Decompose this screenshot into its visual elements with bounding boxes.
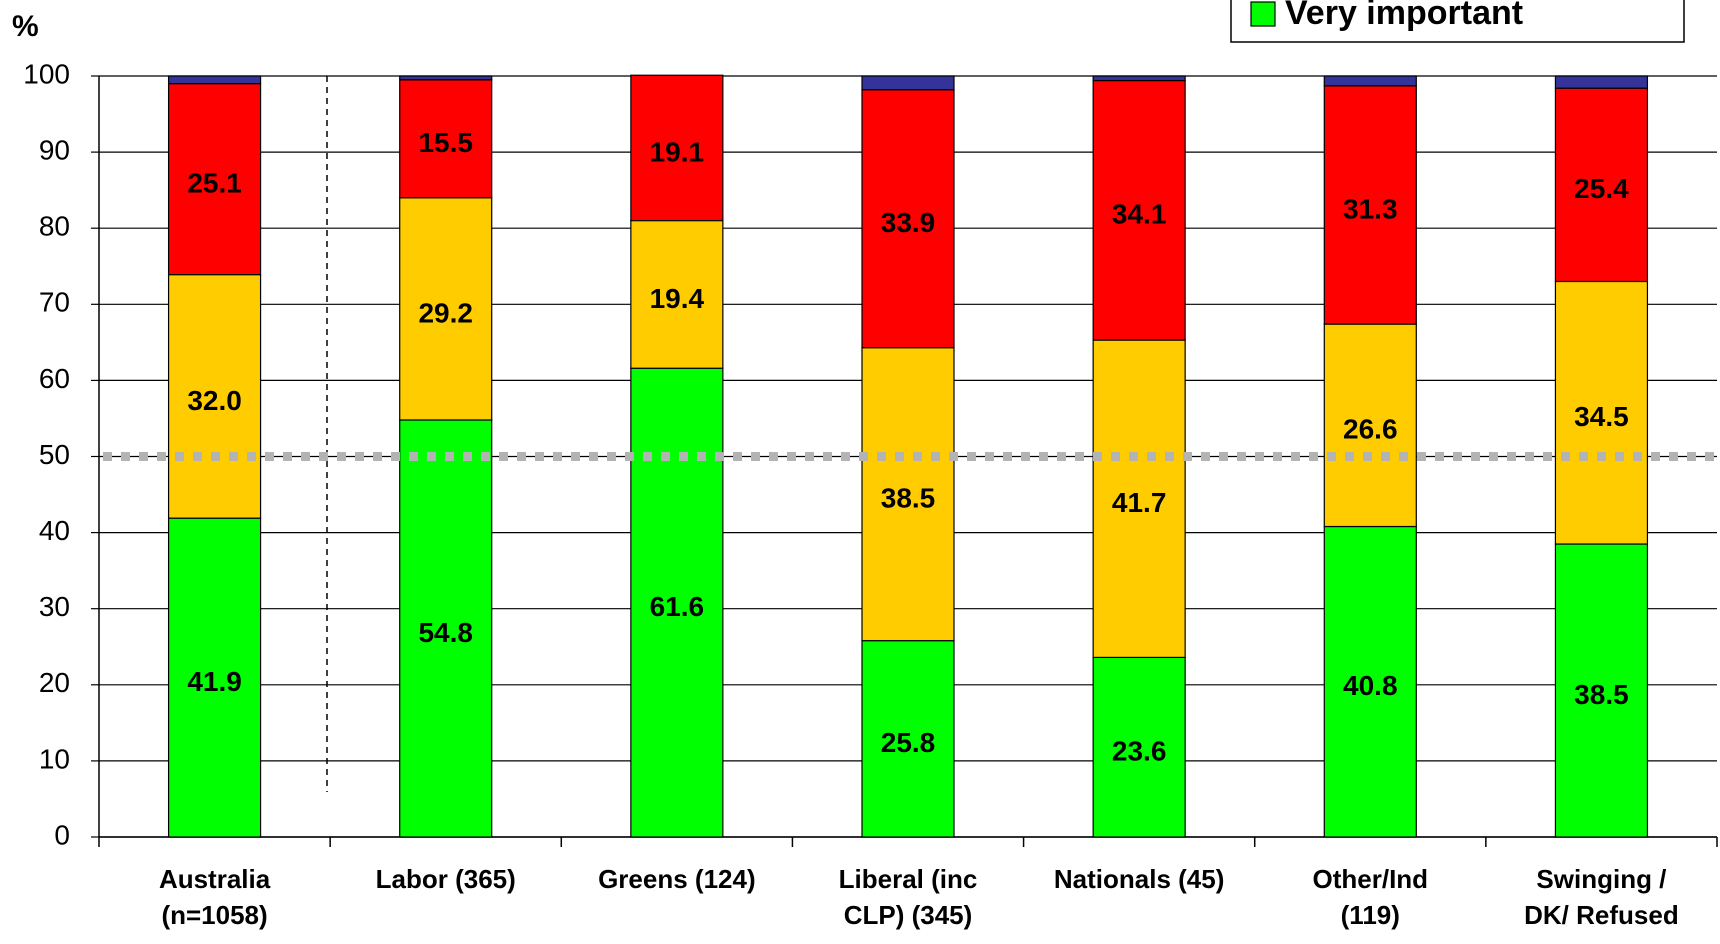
data-label: 31.3 (1343, 193, 1398, 224)
data-label: 61.6 (650, 591, 705, 622)
bar-segment (399, 197, 493, 421)
bar-segment (167, 75, 262, 85)
data-label: 34.1 (1112, 199, 1167, 230)
data-label: 23.6 (1112, 736, 1167, 767)
legend-label: Very important (1285, 0, 1523, 32)
data-label: 25.4 (1574, 173, 1629, 204)
data-label: 25.8 (881, 727, 936, 758)
x-tick-label-line: Greens (124) (598, 864, 756, 894)
x-tick-label: Labor (365) (376, 864, 516, 894)
x-tick-label: Nationals (45) (1054, 864, 1225, 894)
bar-segment (861, 75, 955, 91)
bar-segment (399, 79, 493, 199)
x-tick-label-line: Swinging / (1536, 864, 1666, 894)
data-label: 54.8 (418, 617, 473, 648)
y-tick-label: 60 (39, 363, 70, 394)
y-tick-label: 70 (39, 287, 70, 318)
x-tick-label-line: Australia (159, 864, 271, 894)
bar-segment (1092, 339, 1186, 659)
y-axis-label: % (12, 10, 39, 43)
y-tick-label: 50 (39, 439, 70, 470)
y-tick-label: 20 (39, 667, 70, 698)
data-label: 25.1 (187, 168, 242, 199)
bar-segment (399, 75, 493, 81)
data-label: 34.5 (1574, 401, 1629, 432)
x-tick-label: Australia (n=1058) (159, 864, 271, 930)
x-tick-label-line: CLP) (345) (844, 900, 973, 930)
x-tick-label-line: (n=1058) (161, 900, 267, 930)
data-label: 19.1 (650, 136, 705, 167)
x-tick-label: Other/Ind (119) (1313, 864, 1429, 930)
x-tick-label-line: (119) (1341, 900, 1400, 930)
data-label: 32.0 (187, 385, 242, 416)
y-tick-label: 100 (23, 58, 70, 89)
y-tick-label: 90 (39, 134, 70, 165)
data-label: 15.5 (418, 127, 473, 158)
bar-segment (1323, 75, 1417, 87)
data-label: 19.4 (650, 283, 705, 314)
data-label: 38.5 (881, 483, 936, 514)
bar-segment (861, 89, 955, 349)
bar-segment (1323, 525, 1417, 838)
data-label: 41.7 (1112, 487, 1167, 518)
x-tick-label-line: DK/ Refused (1524, 900, 1679, 930)
data-label: 40.8 (1343, 670, 1398, 701)
bar-segment (167, 83, 262, 276)
bar-segment (630, 219, 724, 369)
bar-segment (1554, 280, 1649, 545)
data-label: 26.6 (1343, 414, 1398, 445)
data-label: 38.5 (1574, 679, 1629, 710)
data-label: 29.2 (418, 297, 473, 328)
bar-segment (167, 274, 262, 519)
bar-segment (861, 347, 955, 642)
x-tick-label: Greens (124) (598, 864, 756, 894)
bar-segment (861, 640, 955, 838)
data-label: 33.9 (881, 207, 936, 238)
bar-segment (1323, 85, 1417, 325)
y-tick-label: 80 (39, 211, 70, 242)
y-tick-label: 0 (54, 819, 70, 850)
x-tick-label: Swinging / DK/ Refused (1524, 864, 1679, 930)
y-tick-label: 30 (39, 591, 70, 622)
bar-segment (1323, 323, 1417, 528)
bar-segment (1092, 75, 1186, 82)
x-tick-label-line: Liberal (inc (839, 864, 978, 894)
x-tick-label-line: Labor (365) (376, 864, 516, 894)
bar-segment (630, 367, 724, 838)
bar-segment (399, 419, 493, 838)
x-tick-label-line: Other/Ind (1313, 864, 1429, 894)
x-tick-label-line: Nationals (45) (1054, 864, 1225, 894)
y-tick-label: 40 (39, 515, 70, 546)
legend-swatch (1250, 1, 1276, 27)
y-tick-label: 10 (39, 743, 70, 774)
bar-segment (1554, 543, 1649, 838)
bar-segment (1092, 79, 1186, 341)
x-tick-label: Liberal (inc CLP) (345) (839, 864, 978, 930)
bar-segment (167, 517, 262, 838)
bar-segment (1092, 656, 1186, 838)
legend-box (1230, 0, 1685, 43)
data-label: 41.9 (187, 666, 242, 697)
bar-segment (1554, 75, 1649, 89)
bar-segment (630, 74, 724, 222)
